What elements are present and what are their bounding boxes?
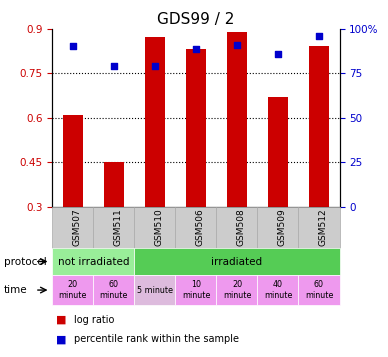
Text: GSM510: GSM510 bbox=[155, 209, 164, 246]
Bar bbox=[62, 115, 83, 207]
Text: percentile rank within the sample: percentile rank within the sample bbox=[74, 334, 239, 344]
Text: 40
minute: 40 minute bbox=[264, 280, 292, 300]
Text: 60
minute: 60 minute bbox=[305, 280, 333, 300]
Text: 10
minute: 10 minute bbox=[182, 280, 210, 300]
Title: GDS99 / 2: GDS99 / 2 bbox=[157, 12, 235, 27]
Text: GSM507: GSM507 bbox=[73, 209, 82, 246]
Point bbox=[70, 44, 76, 49]
Point bbox=[193, 46, 199, 52]
Point bbox=[316, 33, 322, 39]
Text: time: time bbox=[4, 285, 28, 295]
Text: GSM506: GSM506 bbox=[196, 209, 205, 246]
Text: not irradiated: not irradiated bbox=[58, 256, 129, 267]
Text: log ratio: log ratio bbox=[74, 315, 114, 325]
Text: ■: ■ bbox=[56, 315, 67, 325]
Text: GSM512: GSM512 bbox=[319, 209, 328, 246]
Point bbox=[275, 51, 281, 57]
Text: GSM511: GSM511 bbox=[114, 209, 123, 246]
Bar bbox=[268, 97, 288, 207]
Text: 60
minute: 60 minute bbox=[100, 280, 128, 300]
Text: GSM509: GSM509 bbox=[278, 209, 287, 246]
Text: irradiated: irradiated bbox=[211, 256, 263, 267]
Bar bbox=[104, 162, 124, 207]
Bar bbox=[227, 31, 247, 207]
Bar bbox=[145, 37, 165, 207]
Point bbox=[111, 63, 117, 69]
Text: 5 minute: 5 minute bbox=[137, 286, 173, 295]
Point bbox=[234, 42, 240, 48]
Text: ■: ■ bbox=[56, 334, 67, 344]
Text: GSM508: GSM508 bbox=[237, 209, 246, 246]
Text: 20
minute: 20 minute bbox=[59, 280, 87, 300]
Text: 20
minute: 20 minute bbox=[223, 280, 251, 300]
Bar bbox=[309, 46, 329, 207]
Text: protocol: protocol bbox=[4, 256, 47, 267]
Point bbox=[152, 63, 158, 69]
Bar bbox=[186, 49, 206, 207]
